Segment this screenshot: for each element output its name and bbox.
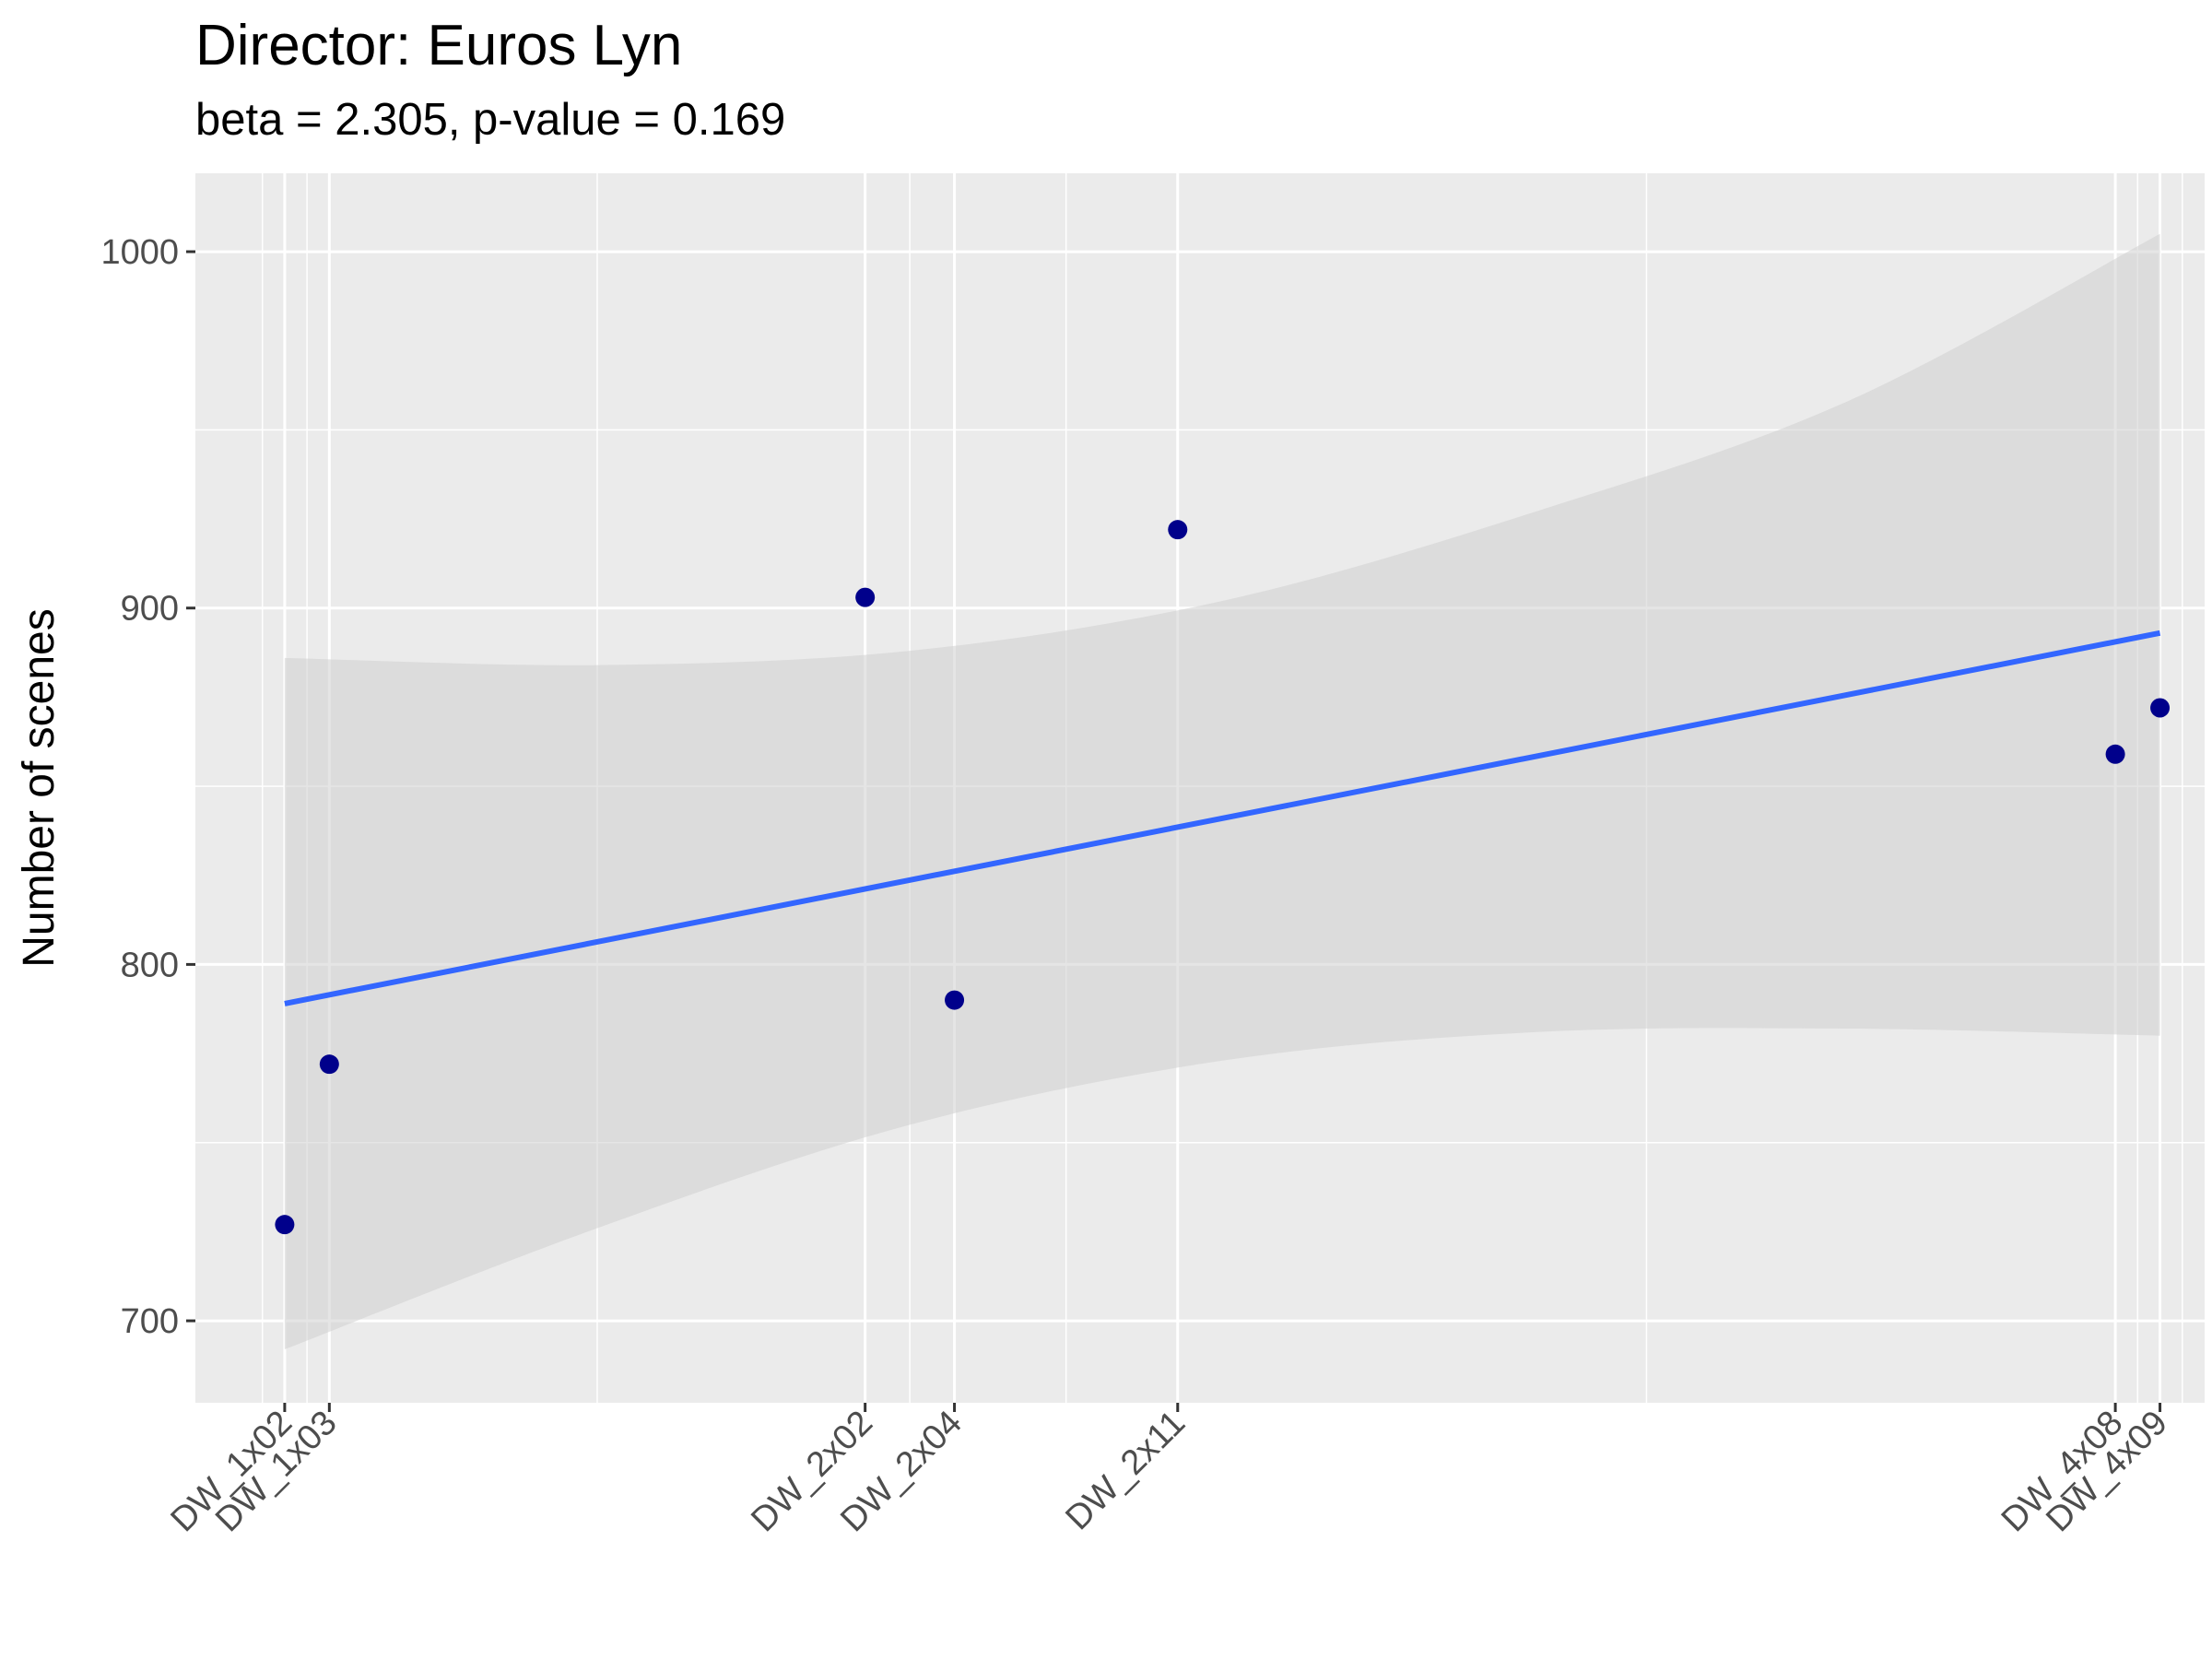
regression-line <box>284 629 2161 1006</box>
y-tick-label: 700 <box>121 1302 179 1341</box>
data-point <box>2105 744 2125 764</box>
x-tick-label: DW_2x11 <box>1058 1404 1193 1538</box>
y-axis-title: Number of scenes <box>15 608 64 968</box>
data-point <box>945 990 965 1010</box>
y-tick-label: 1000 <box>100 233 179 272</box>
data-point <box>855 587 876 607</box>
confidence-band <box>284 233 2160 1349</box>
data-point <box>1168 520 1188 540</box>
chart-title: Director: Euros Lyn <box>195 14 683 77</box>
y-tick-label: 900 <box>121 590 179 629</box>
data-points <box>275 520 2171 1235</box>
y-axis: 700 800 900 1000 <box>100 233 195 1341</box>
y-tick-label: 800 <box>121 946 179 984</box>
chart-subtitle: beta = 2.305, p-value = 0.169 <box>195 95 786 145</box>
data-point <box>275 1215 295 1235</box>
data-point <box>319 1054 339 1075</box>
data-point <box>2150 698 2171 718</box>
